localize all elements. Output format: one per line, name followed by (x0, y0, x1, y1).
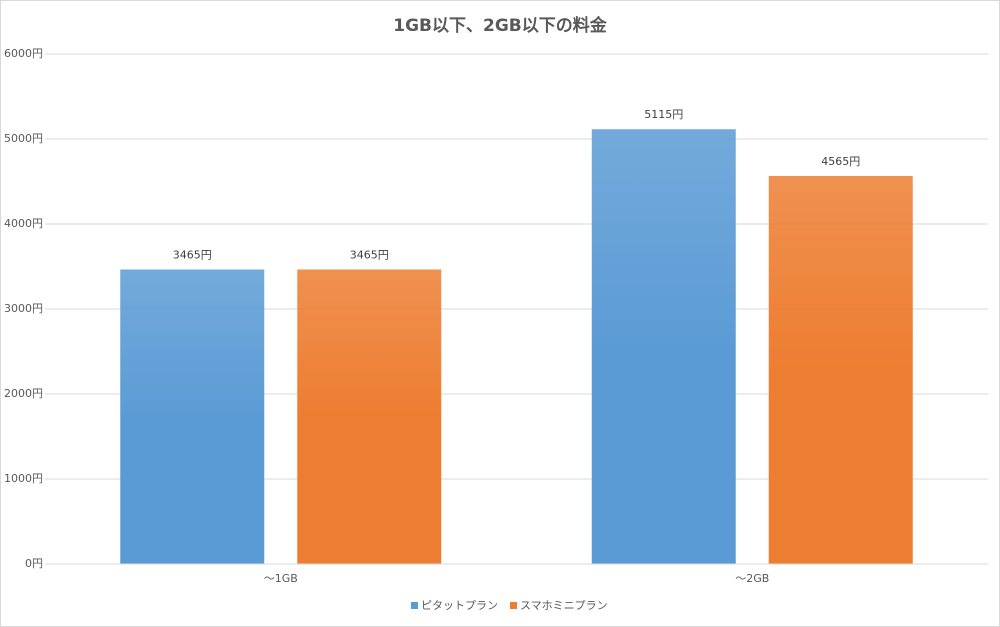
data-label: 3465円 (173, 248, 212, 261)
data-label: 5115円 (644, 108, 683, 121)
bar (768, 175, 913, 564)
bar (591, 129, 736, 564)
y-tick-label: 4000円 (4, 217, 43, 230)
y-tick-label: 1000円 (4, 472, 43, 485)
data-label: 3465円 (350, 248, 389, 261)
legend-label: スマホミニプラン (520, 599, 608, 612)
bar (297, 269, 442, 564)
chart-title: 1GB以下、2GB以下の料金 (393, 15, 607, 36)
y-tick-label: 2000円 (4, 387, 43, 400)
y-tick-label: 5000円 (4, 132, 43, 145)
y-tick-label: 0円 (25, 557, 43, 570)
legend-swatch (411, 602, 418, 609)
y-tick-label: 6000円 (4, 47, 43, 60)
legend-label: ピタットプラン (421, 599, 498, 612)
bar (120, 269, 265, 564)
x-tick-label: ～1GB (264, 572, 298, 585)
x-tick-label: ～2GB (735, 572, 769, 585)
y-tick-label: 3000円 (4, 302, 43, 315)
legend-swatch (510, 602, 517, 609)
data-label: 4565円 (821, 155, 860, 168)
